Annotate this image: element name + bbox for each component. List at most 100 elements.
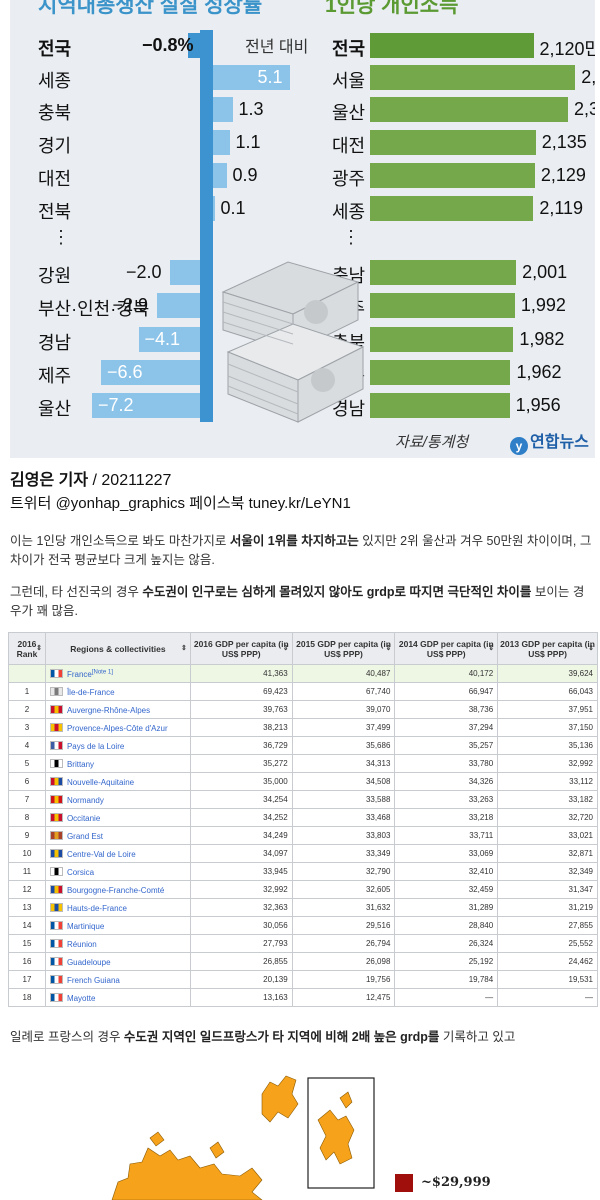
- gdp-value-cell: 37,294: [394, 718, 499, 737]
- region-link[interactable]: Centre-Val de Loire: [66, 849, 136, 859]
- region-link[interactable]: Hauts-de-France: [66, 903, 127, 913]
- gdp-value-cell: 33,263: [394, 790, 499, 809]
- growth-bar: [170, 260, 200, 285]
- table-row: 12 Bourgogne-Franche-Comté 32,992 32,605 32,…: [8, 880, 598, 899]
- region-link[interactable]: French Guiana: [66, 975, 120, 985]
- region-link[interactable]: Brittany: [66, 759, 95, 769]
- region-link[interactable]: Pays de la Loire: [66, 741, 125, 751]
- sort-icon[interactable]: ⇕: [385, 645, 392, 652]
- region-flag-icon: [49, 830, 63, 840]
- gdp-value-cell: 31,347: [497, 880, 598, 899]
- region-link[interactable]: Provence-Alpes-Côte d'Azur: [66, 723, 168, 733]
- paragraph-income: 이는 1인당 개인소득으로 봐도 마찬가지로 서울이 1위를 차지하고는 있지만…: [10, 534, 592, 567]
- growth-value-label: −2.9: [112, 295, 149, 315]
- column-header-label: 2014 GDP per capita (in US$ PPP): [398, 638, 494, 659]
- sort-icon[interactable]: ⇕: [181, 645, 187, 652]
- region-link[interactable]: Normandy: [66, 795, 104, 805]
- region-flag-icon: [49, 794, 63, 804]
- social-links: 트위터 @yonhap_graphics 페이스북 tuney.kr/LeYN1: [10, 495, 351, 512]
- column-header[interactable]: Regions & collectivities ⇕: [44, 632, 191, 665]
- table-row: 8 Occitanie 34,252 33,468 33,218 32,720: [8, 808, 598, 827]
- footnote-link[interactable]: [Note 1]: [91, 668, 113, 675]
- paragraph-france: 일례로 프랑스의 경우 수도권 지역인 일드프랑스가 타 지역에 비해 2배 높…: [10, 1030, 516, 1044]
- sort-icon[interactable]: ⇕: [282, 645, 289, 652]
- gdp-value-cell: 27,855: [497, 916, 598, 935]
- growth-value-label: 1.1: [235, 132, 261, 152]
- column-header[interactable]: 2016 GDP per capita (in US$ PPP) ⇕: [189, 632, 293, 665]
- source-label: 자료/통계청: [395, 434, 469, 451]
- growth-bar: [213, 163, 227, 188]
- income-region-label: 세종: [332, 202, 366, 222]
- growth-value-label: −4.1: [144, 329, 181, 349]
- table-row: 13 Hauts-de-France 32,363 31,632 31,289 31,21…: [8, 898, 598, 917]
- income-value-label: 1,982: [519, 329, 565, 349]
- gdp-value-cell: 35,686: [291, 736, 396, 755]
- region-link[interactable]: Île-de-France: [66, 687, 115, 697]
- gdp-value-cell: 26,794: [291, 934, 396, 953]
- gdp-map: [111, 1075, 375, 1200]
- sort-icon[interactable]: ⇕: [588, 645, 594, 652]
- growth-bar: [101, 360, 200, 385]
- rank-cell: 1: [8, 682, 46, 701]
- france-gdp-table: 2016 Rank ⇕ Regions & collectivities ⇕ 2016 …: [8, 632, 598, 1007]
- region-link[interactable]: Mayotte: [66, 993, 96, 1003]
- gdp-value-cell: 33,711: [394, 826, 499, 845]
- income-bar: [370, 260, 517, 285]
- gdp-value-cell: 38,736: [394, 700, 499, 719]
- map-land: [111, 1075, 355, 1200]
- growth-value-label: 0.9: [232, 165, 258, 185]
- region-link[interactable]: Occitanie: [66, 813, 101, 823]
- gdp-value-cell: 19,756: [291, 970, 396, 989]
- region-link[interactable]: Nouvelle-Aquitaine: [66, 777, 135, 787]
- yonhap-logo-text: 연합뉴스: [530, 434, 589, 451]
- income-bar: [370, 293, 515, 318]
- income-region-label: 서울: [332, 71, 366, 91]
- region-link[interactable]: Martinique: [66, 921, 105, 931]
- gdp-value-cell: 33,780: [394, 754, 499, 773]
- region-flag-icon: [49, 704, 63, 714]
- gdp-value-cell: 37,951: [497, 700, 598, 719]
- gdp-value-cell: 26,324: [394, 934, 499, 953]
- rank-cell: 2: [8, 700, 46, 719]
- region-link[interactable]: Auvergne-Rhône-Alpes: [66, 705, 151, 715]
- growth-region-label: 울산: [38, 399, 72, 419]
- sort-icon[interactable]: ⇕: [488, 645, 495, 652]
- growth-bar: [92, 393, 200, 418]
- region-link[interactable]: Bourgogne-Franche-Comté: [66, 885, 165, 895]
- gdp-value-cell: 31,632: [291, 898, 396, 917]
- income-bar: [370, 65, 576, 90]
- column-header[interactable]: 2014 GDP per capita (in US$ PPP) ⇕: [394, 632, 499, 665]
- paragraph-developed-countries: 그런데, 타 선진국의 경우 수도권이 인구로는 심하게 몰려있지 않아도 gr…: [10, 585, 585, 618]
- growth-region-label: 강원: [38, 266, 72, 286]
- gdp-value-cell: 26,855: [189, 952, 293, 971]
- gdp-value-cell: 34,097: [189, 844, 293, 863]
- income-value-label: 1,992: [520, 295, 566, 315]
- column-header[interactable]: 2013 GDP per capita (in US$ PPP) ⇕: [497, 632, 598, 665]
- growth-value-label: 1.3: [238, 99, 264, 119]
- gdp-value-cell: 33,218: [394, 808, 499, 827]
- region-link[interactable]: Réunion: [66, 939, 97, 949]
- gdp-value-cell: 37,499: [291, 718, 396, 737]
- region-link[interactable]: Grand Est: [66, 831, 103, 841]
- region-link[interactable]: Corsica: [66, 867, 95, 877]
- region-link[interactable]: France: [66, 669, 92, 679]
- table-row: 4 Pays de la Loire 36,729 35,686 35,257 35,13…: [8, 736, 598, 755]
- gdp-value-cell: 39,763: [189, 700, 293, 719]
- income-value-label: 2,406: [581, 67, 595, 87]
- column-header[interactable]: 2015 GDP per capita (in US$ PPP) ⇕: [291, 632, 396, 665]
- gdp-value-cell: 35,000: [189, 772, 293, 791]
- reporter-credit: 김영은 기자 / 20211227: [10, 466, 171, 490]
- table-row: 3 Provence-Alpes-Côte d'Azur 38,213 37,499 3…: [8, 718, 598, 737]
- sort-icon[interactable]: ⇕: [36, 645, 42, 652]
- region-cell: Occitanie: [44, 808, 191, 827]
- income-region-label: 울산: [332, 103, 366, 123]
- table-row: 9 Grand Est 34,249 33,803 33,711 33,021: [8, 826, 598, 845]
- legend-swatch: [395, 1174, 413, 1192]
- region-flag-icon: [49, 722, 63, 732]
- region-flag-icon: [49, 974, 63, 984]
- left-ellipsis: ⋮: [52, 227, 70, 247]
- gdp-value-cell: 24,462: [497, 952, 598, 971]
- rank-cell: 14: [8, 916, 46, 935]
- column-header[interactable]: 2016 Rank ⇕: [8, 632, 46, 665]
- region-link[interactable]: Guadeloupe: [66, 957, 111, 967]
